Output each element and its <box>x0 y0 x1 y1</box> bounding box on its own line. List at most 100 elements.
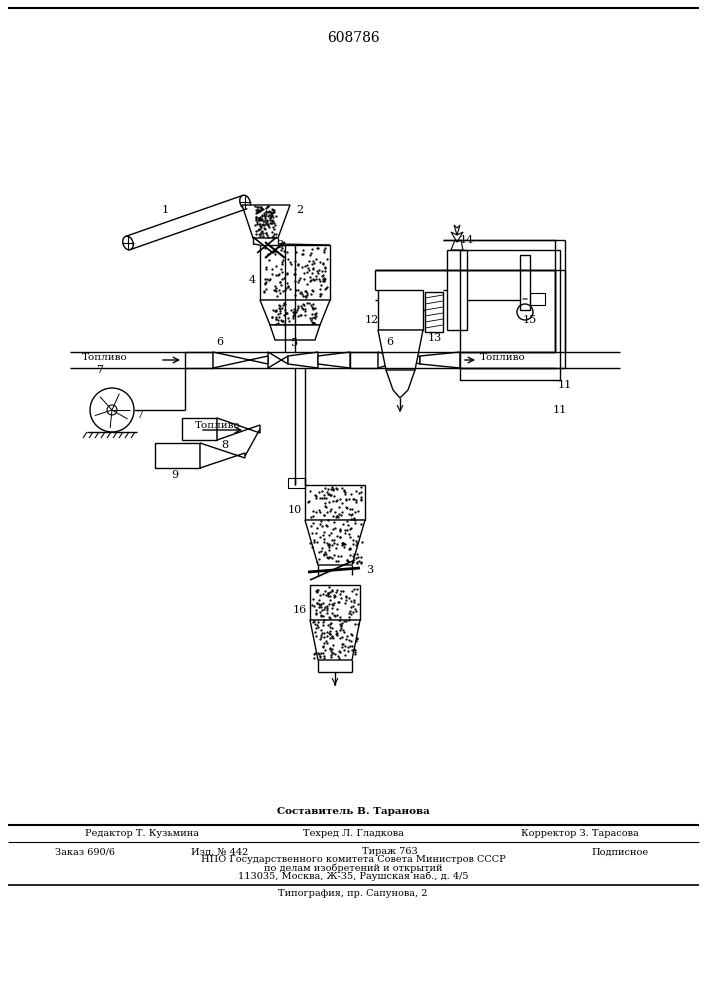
Point <box>315 633 326 649</box>
Point <box>335 539 346 555</box>
Point <box>302 244 313 260</box>
Point <box>315 536 327 552</box>
Point <box>349 549 361 565</box>
Point <box>283 296 294 312</box>
Point <box>250 217 262 233</box>
Point <box>337 532 348 548</box>
Point <box>320 501 332 517</box>
Point <box>320 635 332 651</box>
Point <box>303 508 315 524</box>
Bar <box>378 290 423 330</box>
Point <box>315 636 327 652</box>
Point <box>340 484 351 500</box>
Polygon shape <box>378 330 423 370</box>
Point <box>257 221 269 237</box>
Point <box>291 245 303 261</box>
Point <box>268 283 279 299</box>
Point <box>262 249 273 265</box>
Point <box>334 588 346 604</box>
Point <box>281 248 292 264</box>
Point <box>345 591 356 607</box>
Point <box>275 310 286 326</box>
Point <box>312 309 323 325</box>
Point <box>340 580 351 596</box>
Point <box>303 554 315 570</box>
Point <box>331 631 342 647</box>
Point <box>327 504 338 520</box>
Point <box>262 222 274 238</box>
Point <box>252 216 264 232</box>
Point <box>294 287 305 303</box>
Point <box>335 536 346 552</box>
Point <box>323 555 334 571</box>
Point <box>310 515 322 531</box>
Text: 14: 14 <box>460 235 474 245</box>
Point <box>261 241 272 257</box>
Point <box>318 552 329 568</box>
Point <box>269 271 280 287</box>
Point <box>270 227 281 243</box>
Point <box>326 535 337 551</box>
Point <box>250 216 261 232</box>
Point <box>335 529 346 545</box>
Point <box>339 519 351 535</box>
Point <box>293 304 304 320</box>
Point <box>319 548 330 564</box>
Point <box>250 222 261 238</box>
Point <box>300 269 312 285</box>
Point <box>316 252 327 268</box>
Point <box>337 625 349 641</box>
Point <box>319 289 330 305</box>
Point <box>325 617 337 633</box>
Point <box>328 546 339 562</box>
Point <box>258 199 269 215</box>
Point <box>262 228 273 244</box>
Point <box>278 306 289 322</box>
Point <box>322 526 333 542</box>
Point <box>344 622 356 638</box>
Point <box>250 211 261 227</box>
Point <box>324 638 335 654</box>
Point <box>349 621 361 637</box>
Point <box>341 609 353 625</box>
Point <box>292 276 303 292</box>
Point <box>334 538 346 554</box>
Point <box>309 302 320 318</box>
Point <box>348 583 359 599</box>
Point <box>342 607 354 623</box>
Point <box>346 586 357 602</box>
Point <box>337 553 349 569</box>
Point <box>317 505 328 521</box>
Bar <box>305 485 365 520</box>
Point <box>325 503 337 519</box>
Point <box>324 512 335 528</box>
Point <box>350 611 361 627</box>
Point <box>265 204 276 220</box>
Point <box>255 226 266 242</box>
Point <box>327 497 338 513</box>
Point <box>276 247 288 263</box>
Point <box>304 500 315 516</box>
Point <box>276 300 287 316</box>
Point <box>266 225 277 241</box>
Point <box>322 625 334 641</box>
Text: НПО Государственного комитета Совета Министров СССР: НПО Государственного комитета Совета Мин… <box>201 856 506 864</box>
Point <box>260 209 271 225</box>
Point <box>288 309 299 325</box>
Point <box>340 622 351 638</box>
Point <box>322 507 333 523</box>
Point <box>331 648 342 664</box>
Point <box>324 532 335 548</box>
Point <box>308 268 319 284</box>
Point <box>319 554 330 570</box>
Point <box>268 206 279 222</box>
Point <box>322 623 333 639</box>
Point <box>344 596 356 612</box>
Point <box>325 484 336 500</box>
Point <box>338 611 349 627</box>
Point <box>328 510 339 526</box>
Point <box>305 281 317 297</box>
Point <box>308 484 319 500</box>
Point <box>330 579 341 595</box>
Point <box>352 619 363 635</box>
